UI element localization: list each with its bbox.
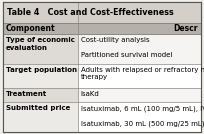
Text: Isatuximab, 6 mL (100 mg/5 mL), IV injection

Isatuximab, 30 mL (500 mg/25 mL), : Isatuximab, 6 mL (100 mg/5 mL), IV injec…	[81, 105, 204, 127]
Text: Table 4   Cost and Cost-Effectiveness: Table 4 Cost and Cost-Effectiveness	[7, 8, 174, 17]
Text: Treatment: Treatment	[6, 91, 47, 97]
Bar	[3, 64, 78, 88]
Bar	[3, 88, 78, 102]
Bar	[78, 102, 201, 132]
Text: Descr: Descr	[173, 24, 198, 33]
Bar	[78, 88, 201, 102]
Bar	[78, 23, 201, 34]
Bar	[78, 64, 201, 88]
Text: Type of economic
evaluation: Type of economic evaluation	[6, 37, 75, 51]
Bar	[3, 23, 78, 34]
Text: Adults with relapsed or refractory multiple my-
therapy: Adults with relapsed or refractory multi…	[81, 67, 204, 80]
Bar	[3, 102, 78, 132]
Text: IsaKd: IsaKd	[81, 91, 100, 97]
Text: Cost-utility analysis

Partitioned survival model: Cost-utility analysis Partitioned surviv…	[81, 37, 172, 58]
Bar	[3, 34, 78, 64]
Bar	[3, 2, 201, 23]
Text: Component: Component	[6, 24, 56, 33]
Text: Target population: Target population	[6, 67, 77, 73]
Bar	[78, 34, 201, 64]
Text: Submitted price: Submitted price	[6, 105, 71, 111]
